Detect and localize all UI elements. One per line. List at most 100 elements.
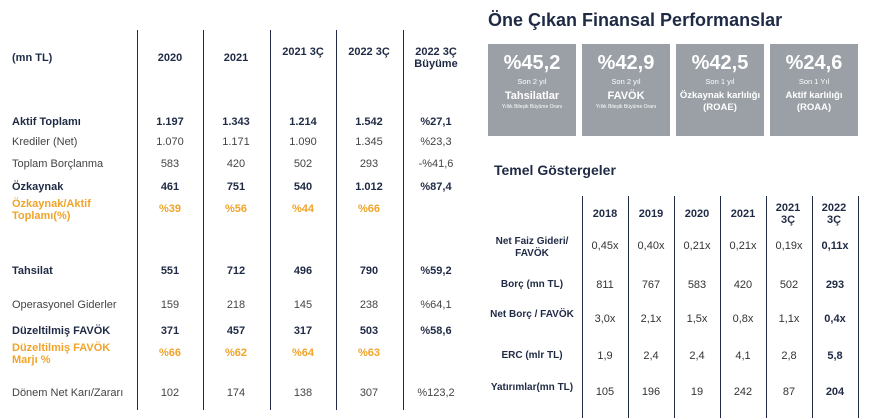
row-label: Düzeltilmiş FAVÖK Marjı %	[12, 342, 111, 366]
indicator-cell: 0,4x	[824, 313, 846, 325]
indicator-cell: 1,9	[597, 350, 613, 362]
indicator-cell: 1,1x	[778, 313, 800, 325]
table-row: Özkaynak 461 751 540 1.012 %87,4	[0, 178, 470, 198]
column-header: 2022 3Ç	[821, 202, 847, 226]
indicator-cell: 0,19x	[775, 240, 803, 252]
row-label: Operasyonel Giderler	[12, 299, 117, 311]
table-cell: %39	[158, 203, 182, 215]
column-divider	[270, 30, 271, 410]
table-cell: 503	[359, 325, 379, 337]
table-cell: %63	[357, 347, 381, 359]
table-row: Düzeltilmiş FAVÖK Marjı % %66 %62 %64 %63	[0, 342, 470, 366]
kpi-value: %42,9	[597, 52, 655, 74]
row-label: Özkaynak/Aktif Toplamı(%)	[12, 198, 91, 222]
column-divider	[137, 30, 138, 410]
table-row: Tahsilat 551 712 496 790 %59,2	[0, 262, 470, 282]
table-cell: 1.070	[156, 136, 184, 148]
row-label: Özkaynak	[12, 181, 64, 193]
indicator-cell: 87	[782, 386, 796, 398]
table-cell: 551	[160, 265, 180, 277]
table-row: Operasyonel Giderler 159 218 145 238 %64,1	[0, 296, 470, 316]
column-divider	[336, 30, 337, 410]
kpi-name: Özkaynak karlılığı (ROAE)	[679, 90, 761, 113]
table-cell: %56	[224, 203, 248, 215]
table-cell: 1.214	[289, 116, 317, 128]
indicator-label: Yatırımlar(mn TL)	[490, 382, 574, 393]
indicator-cell: 2,4	[643, 350, 659, 362]
table-cell: %58,6	[420, 325, 452, 337]
column-divider	[403, 30, 404, 410]
kpi-period: Son 1 Yıl	[798, 77, 830, 86]
indicator-cell: 196	[641, 386, 661, 398]
row-label: Dönem Net Karı/Zararı	[12, 387, 124, 399]
column-divider	[720, 196, 721, 418]
indicator-cell: 242	[733, 386, 753, 398]
indicator-cell: 2,4	[689, 350, 705, 362]
unit-label: (mn TL)	[12, 52, 53, 64]
kpi-value: %45,2	[503, 52, 561, 74]
column-divider	[812, 196, 813, 418]
indicator-cell: 4,1	[735, 350, 751, 362]
indicator-cell: 2,8	[781, 350, 797, 362]
indicator-cell: 811	[596, 279, 614, 291]
indicator-cell: 2,1x	[640, 313, 662, 325]
table-cell: %123,2	[417, 387, 455, 399]
indicator-cell: 0,8x	[732, 313, 754, 325]
table-cell: 138	[293, 387, 313, 399]
kpi-card: %42,5 Son 1 yıl Özkaynak karlılığı (ROAE…	[676, 44, 764, 136]
column-header: 2022 3Ç Büyüme	[414, 46, 458, 70]
kpi-value: %42,5	[691, 52, 749, 74]
table-cell: %59,2	[420, 265, 452, 277]
kpi-period: Son 2 yıl	[517, 77, 547, 86]
table-cell: %64	[291, 347, 315, 359]
indicator-cell: 105	[595, 386, 615, 398]
table-row: Düzeltilmiş FAVÖK 371 457 317 503 %58,6	[0, 322, 470, 342]
table-cell: %64,1	[420, 299, 452, 311]
table-cell: 751	[226, 181, 246, 193]
table-cell: %44	[291, 203, 315, 215]
column-header: 2021 3Ç	[282, 46, 324, 58]
kpi-name: Tahsilatlar	[504, 90, 560, 102]
indicator-cell: 583	[687, 279, 707, 291]
indicator-cell: 0,40x	[637, 240, 665, 252]
column-header: 2020	[684, 208, 710, 220]
table-cell: 145	[293, 299, 313, 311]
indicator-cell: 502	[779, 279, 799, 291]
table-cell: 1.090	[289, 136, 317, 148]
table-cell: 583	[160, 158, 180, 170]
column-divider	[858, 196, 859, 418]
column-header: 2020	[157, 52, 183, 64]
table-cell: 174	[226, 387, 246, 399]
kpi-card: %24,6 Son 1 Yıl Aktif karlılığı (ROAA)	[770, 44, 858, 136]
indicator-cell: 0,21x	[729, 240, 757, 252]
table-row: Krediler (Net) 1.070 1.171 1.090 1.345 %23,3	[0, 133, 470, 153]
table-cell: %66	[158, 347, 182, 359]
table-cell: 102	[160, 387, 180, 399]
indicator-cell: 0,21x	[683, 240, 711, 252]
table-cell: 790	[359, 265, 379, 277]
indicator-cell: 3,0x	[594, 313, 616, 325]
table-cell: 159	[160, 299, 180, 311]
row-label: Toplam Borçlanma	[12, 158, 104, 170]
column-divider	[674, 196, 675, 418]
indicator-cell: 767	[641, 279, 661, 291]
kpi-value: %24,6	[785, 52, 843, 74]
column-divider	[628, 196, 629, 418]
row-label: Tahsilat	[12, 265, 53, 277]
table-cell: 1.343	[222, 116, 250, 128]
indicator-label: Net Borç / FAVÖK	[490, 309, 574, 320]
table-cell: 317	[293, 325, 313, 337]
table-cell: 1.542	[355, 116, 383, 128]
table-cell: 238	[359, 299, 379, 311]
table-cell: 712	[226, 265, 246, 277]
kpi-card: %42,9 Son 2 yıl FAVÖK Yıllık Bileşik Büy…	[582, 44, 670, 136]
column-header: 2018	[592, 208, 618, 220]
kpi-period: Son 1 yıl	[705, 77, 735, 86]
row-label: Düzeltilmiş FAVÖK	[12, 325, 111, 337]
performance-title: Öne Çıkan Finansal Performanslar	[488, 10, 783, 30]
indicator-cell: 0,11x	[821, 240, 849, 252]
table-row: Dönem Net Karı/Zararı 102 174 138 307 %123,2	[0, 384, 470, 404]
table-row: Toplam Borçlanma 583 420 502 293 -%41,6	[0, 155, 470, 175]
kpi-name: Aktif karlılığı (ROAA)	[785, 90, 843, 113]
table-cell: -%41,6	[418, 158, 454, 170]
